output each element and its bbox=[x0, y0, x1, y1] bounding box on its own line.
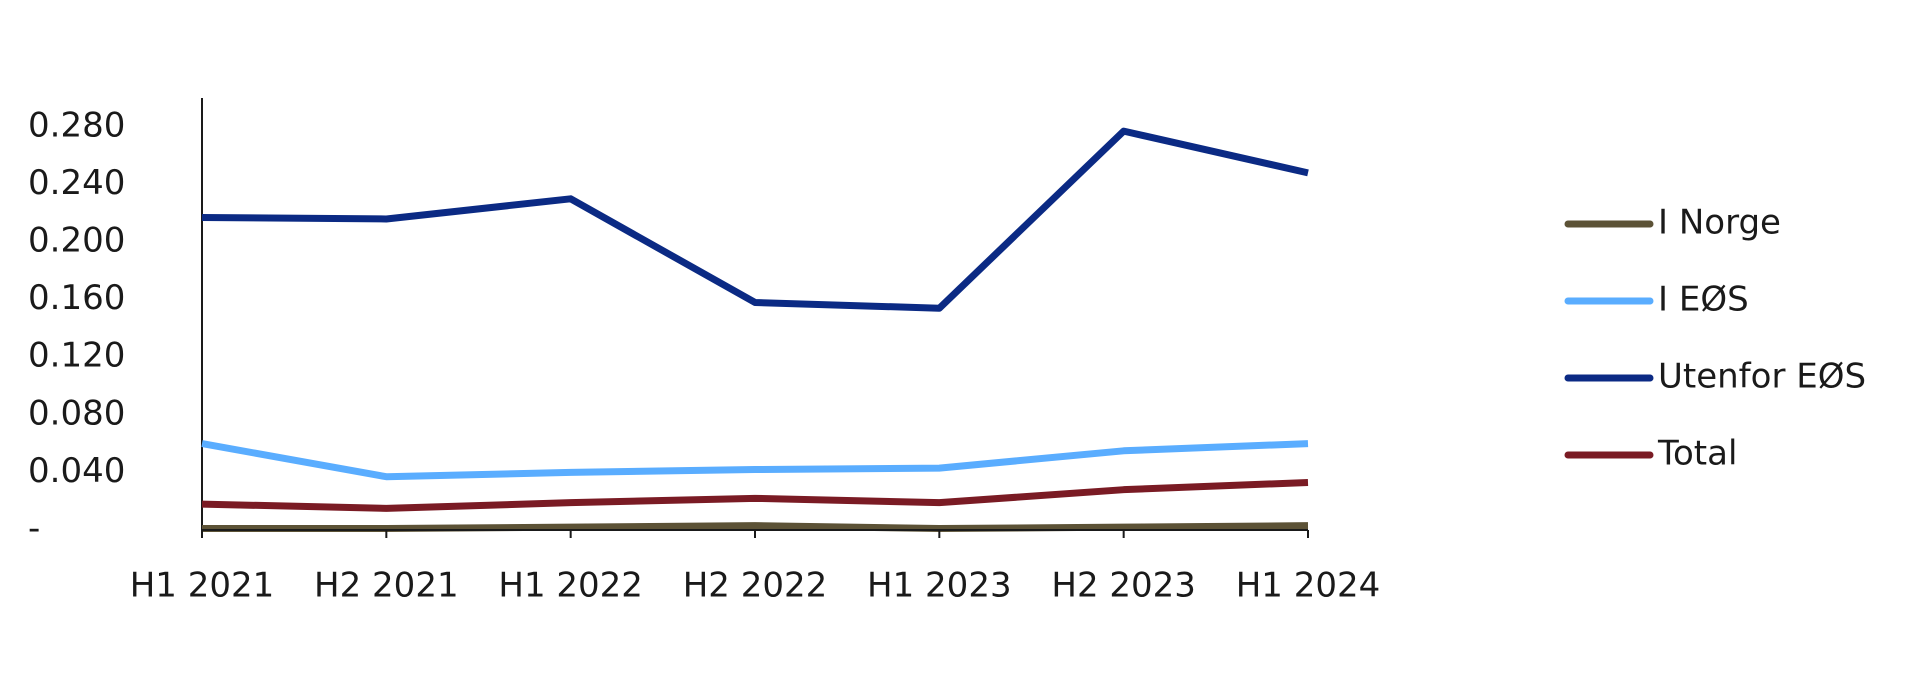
y-tick-label: 0.080 bbox=[28, 393, 125, 433]
x-tick-label: H2 2022 bbox=[683, 566, 828, 606]
x-tick-label: H2 2021 bbox=[314, 566, 459, 606]
y-tick-label: - bbox=[28, 509, 40, 549]
legend-label: Total bbox=[1657, 434, 1737, 474]
x-tick-label: H1 2024 bbox=[1236, 566, 1381, 606]
legend-label: I Norge bbox=[1658, 203, 1781, 243]
series-line bbox=[202, 522, 1309, 533]
y-tick-label: 0.200 bbox=[28, 221, 125, 261]
x-tick-label: H1 2023 bbox=[867, 566, 1012, 606]
y-tick-label: 0.160 bbox=[28, 278, 125, 318]
x-tick-label: H1 2022 bbox=[498, 566, 643, 606]
y-tick-label: 0.120 bbox=[28, 336, 125, 376]
legend-label: I EØS bbox=[1658, 280, 1749, 320]
y-tick-label: 0.040 bbox=[28, 451, 125, 491]
series-line bbox=[201, 440, 1309, 481]
series-line bbox=[201, 478, 1309, 512]
y-tick-label: 0.280 bbox=[28, 105, 125, 145]
legend-label: Utenfor EØS bbox=[1658, 357, 1866, 397]
series-line bbox=[201, 127, 1309, 312]
x-tick-label: H2 2023 bbox=[1051, 566, 1196, 606]
y-tick-label: 0.240 bbox=[28, 163, 125, 203]
x-tick-label: H1 2021 bbox=[130, 566, 275, 606]
